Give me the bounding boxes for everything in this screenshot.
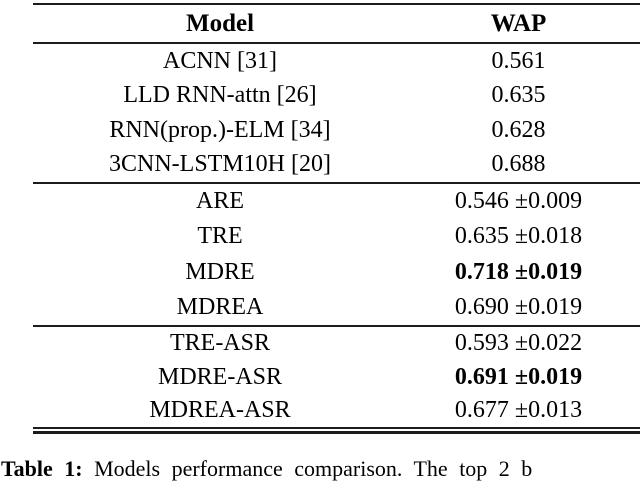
model-cell: ACNN [31]: [163, 47, 277, 74]
table-row: ARE 0.546 ±0.009: [33, 184, 640, 219]
table-row: TRE-ASR 0.593 ±0.022: [33, 327, 640, 360]
wap-cell: 0.688: [491, 151, 546, 178]
table-group-baselines: ACNN [31] 0.561 LLD RNN-attn [26] 0.635 …: [33, 44, 640, 182]
model-cell: MDRE: [185, 258, 255, 285]
results-table: Model WAP ACNN [31] 0.561 LLD RNN-attn […: [33, 0, 640, 435]
table-row: RNN(prop.)-ELM [34] 0.628: [33, 113, 640, 148]
table-row: MDRE 0.718 ±0.019: [33, 255, 640, 290]
model-cell: ARE: [196, 188, 244, 215]
table-group-proposed: ARE 0.546 ±0.009 TRE 0.635 ±0.018 MDRE 0…: [33, 184, 640, 325]
wap-cell: 0.628: [491, 116, 546, 143]
wap-cell: 0.546 ±0.009: [454, 188, 583, 215]
model-cell: MDRE-ASR: [157, 363, 283, 390]
table-row: ACNN [31] 0.561: [33, 44, 640, 79]
model-cell: MDREA: [176, 293, 264, 320]
table-row: 3CNN-LSTM10H [20] 0.688: [33, 148, 640, 183]
wap-cell: 0.561: [491, 47, 546, 74]
wap-cell-best: 0.691 ±0.019: [454, 363, 583, 390]
table-row: MDREA 0.690 ±0.019: [33, 290, 640, 325]
wap-cell: 0.677 ±0.013: [454, 396, 583, 423]
table-header-row: Model WAP: [33, 5, 640, 42]
table-row: LLD RNN-attn [26] 0.635: [33, 79, 640, 114]
header-rule: [33, 42, 640, 44]
wap-cell: 0.593 ±0.022: [454, 330, 583, 357]
table-row: TRE 0.635 ±0.018: [33, 219, 640, 254]
model-column-header: Model: [185, 9, 255, 37]
model-cell: 3CNN-LSTM10H [20]: [109, 151, 331, 178]
table-row: MDREA-ASR 0.677 ±0.013: [33, 394, 640, 427]
table-bottom-double-rule: [33, 427, 640, 435]
wap-column-header: WAP: [490, 9, 547, 37]
wap-cell: 0.635: [491, 82, 546, 109]
section-rule: [33, 325, 640, 327]
table-row: MDRE-ASR 0.691 ±0.019: [33, 360, 640, 393]
model-cell: RNN(prop.)-ELM [34]: [109, 116, 331, 143]
model-cell: TRE: [197, 223, 243, 250]
wap-cell: 0.690 ±0.019: [454, 293, 583, 320]
table-top-rule: [33, 3, 640, 5]
wap-cell-best: 0.718 ±0.019: [454, 258, 583, 285]
model-cell: MDREA-ASR: [149, 396, 291, 423]
table-caption: Table 1: Models performance comparison. …: [1, 456, 640, 481]
table-group-asr: TRE-ASR 0.593 ±0.022 MDRE-ASR 0.691 ±0.0…: [33, 327, 640, 427]
wap-cell: 0.635 ±0.018: [454, 223, 583, 250]
section-rule: [33, 182, 640, 184]
model-cell: LLD RNN-attn [26]: [123, 82, 317, 109]
model-cell: TRE-ASR: [169, 330, 270, 357]
